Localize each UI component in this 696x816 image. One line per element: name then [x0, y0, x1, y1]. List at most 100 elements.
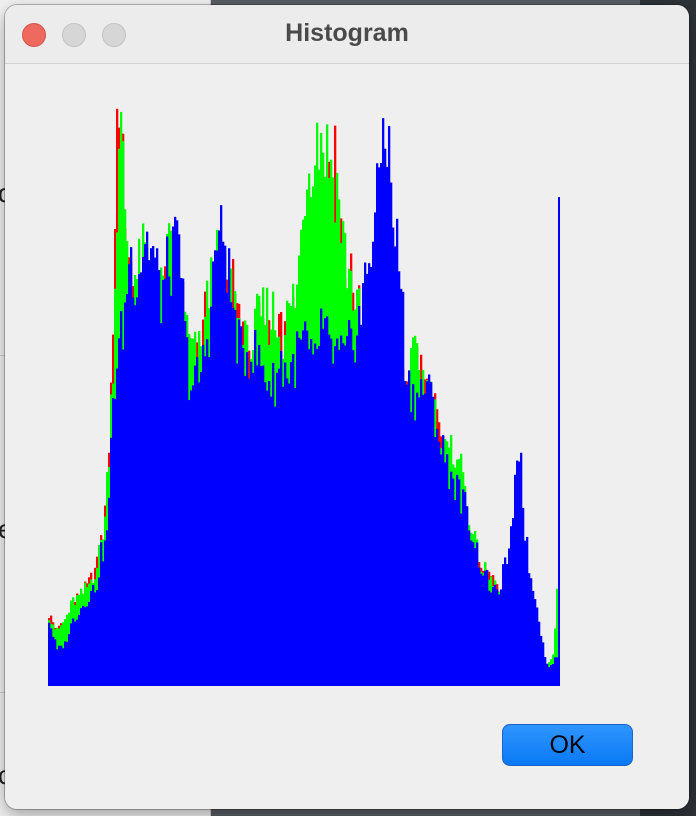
- ok-button[interactable]: OK: [502, 724, 633, 766]
- histogram-bar-blue: [552, 664, 555, 686]
- histogram-bar-blue: [448, 488, 451, 686]
- histogram-bar-blue: [360, 324, 363, 686]
- histogram-bar-blue: [498, 594, 501, 686]
- histogram-bar-blue: [208, 357, 211, 686]
- histogram-bar-blue: [50, 628, 53, 686]
- histogram-bar-blue: [468, 530, 471, 686]
- histogram-bar-blue: [338, 349, 341, 686]
- histogram-bar-blue: [330, 338, 333, 686]
- histogram-bar-blue: [550, 664, 553, 686]
- histogram-bar-blue: [288, 383, 291, 686]
- histogram-bar-blue: [206, 339, 209, 686]
- histogram-bar-blue: [362, 283, 365, 686]
- histogram-bar-blue: [500, 589, 503, 686]
- histogram-bar-blue: [176, 220, 179, 686]
- histogram-bar-blue: [514, 474, 517, 686]
- histogram-bar-blue: [186, 337, 189, 686]
- histogram-bar-blue: [156, 248, 159, 686]
- histogram-bar-blue: [118, 338, 121, 686]
- histogram-bar-blue: [382, 118, 385, 686]
- histogram-bar-blue: [412, 384, 415, 686]
- histogram-bar-blue: [226, 292, 229, 686]
- histogram-bar-blue: [344, 345, 347, 686]
- zoom-window-button[interactable]: [102, 23, 126, 47]
- histogram-bar-blue: [470, 540, 473, 686]
- histogram-bar-blue: [56, 649, 59, 686]
- histogram-bar-blue: [296, 331, 299, 686]
- histogram-bar-blue: [134, 305, 137, 686]
- histogram-bar-blue: [210, 306, 213, 686]
- histogram-bar-blue: [324, 318, 327, 686]
- histogram-bar-blue: [80, 608, 83, 686]
- histogram-bar-blue: [228, 248, 231, 686]
- histogram-bar-blue: [146, 231, 149, 686]
- histogram-bar-blue: [104, 540, 107, 686]
- histogram-bar-blue: [150, 248, 153, 686]
- histogram-bar-blue: [246, 352, 249, 686]
- histogram-bar-blue: [374, 212, 377, 686]
- histogram-bar-blue: [64, 641, 67, 686]
- histogram-bar-blue: [524, 540, 527, 686]
- histogram-bar-blue: [90, 590, 93, 686]
- histogram-bar-blue: [172, 226, 175, 686]
- histogram-bar-blue: [188, 400, 191, 686]
- histogram-dialog: Histogram OK: [5, 5, 689, 809]
- histogram-bar-blue: [68, 634, 71, 686]
- histogram-bar-blue: [254, 329, 257, 686]
- histogram-bar-blue: [92, 585, 95, 686]
- histogram-bar-blue: [372, 241, 375, 686]
- histogram-bar-blue: [406, 384, 409, 686]
- histogram-bar-blue: [440, 454, 443, 686]
- histogram-bar-blue: [148, 260, 151, 686]
- histogram-bar-blue: [72, 618, 75, 686]
- histogram-bar-blue: [402, 291, 405, 686]
- histogram-bar-blue: [292, 353, 295, 686]
- histogram-bar-blue: [478, 567, 481, 686]
- histogram-bar-blue: [438, 441, 441, 686]
- histogram-bar-blue: [200, 371, 203, 686]
- histogram-bar-blue: [466, 506, 469, 686]
- histogram-bar-blue: [424, 393, 427, 686]
- close-window-button[interactable]: [22, 23, 46, 47]
- histogram-bar-blue: [198, 382, 201, 686]
- histogram-bar-blue: [266, 390, 269, 686]
- histogram-bar-blue: [280, 351, 283, 686]
- histogram-bar-blue: [286, 378, 289, 686]
- dialog-content: OK: [5, 64, 689, 809]
- histogram-bar-blue: [216, 250, 219, 686]
- histogram-bar-blue: [386, 166, 389, 686]
- histogram-bar-blue: [542, 642, 545, 686]
- histogram-bar-blue: [322, 328, 325, 686]
- histogram-bar-blue: [262, 365, 265, 686]
- histogram-bar-blue: [84, 607, 87, 686]
- histogram-bar-blue: [502, 564, 505, 686]
- histogram-bar-blue: [218, 230, 221, 686]
- histogram-bar-blue: [486, 569, 489, 686]
- histogram-bar-blue: [230, 302, 233, 686]
- histogram-bar-blue: [450, 471, 453, 686]
- histogram-bar-blue: [442, 435, 445, 686]
- histogram-bar-blue: [388, 126, 391, 686]
- histogram-bar-blue: [420, 379, 423, 686]
- histogram-bar-blue: [184, 320, 187, 686]
- histogram-bar-blue: [160, 323, 163, 686]
- histogram-bar-blue: [488, 590, 491, 686]
- histogram-bar-blue: [558, 197, 560, 686]
- histogram-bar-blue: [260, 366, 263, 686]
- histogram-bar-blue: [102, 561, 105, 686]
- histogram-bar-blue: [356, 335, 359, 686]
- minimize-window-button[interactable]: [62, 23, 86, 47]
- histogram-bar-blue: [490, 592, 493, 686]
- histogram-bar-blue: [300, 339, 303, 686]
- histogram-bar-blue: [398, 271, 401, 686]
- histogram-bar-blue: [368, 263, 371, 686]
- histogram-bar-blue: [66, 641, 69, 686]
- histogram-bar-blue: [290, 361, 293, 686]
- histogram-bar-blue: [346, 336, 349, 686]
- histogram-bar-blue: [170, 295, 173, 686]
- title-bar[interactable]: Histogram: [5, 5, 689, 64]
- histogram-bar-blue: [166, 236, 169, 686]
- histogram-bar-blue: [112, 398, 115, 686]
- histogram-bar-blue: [94, 592, 97, 686]
- histogram-bar-blue: [110, 437, 113, 686]
